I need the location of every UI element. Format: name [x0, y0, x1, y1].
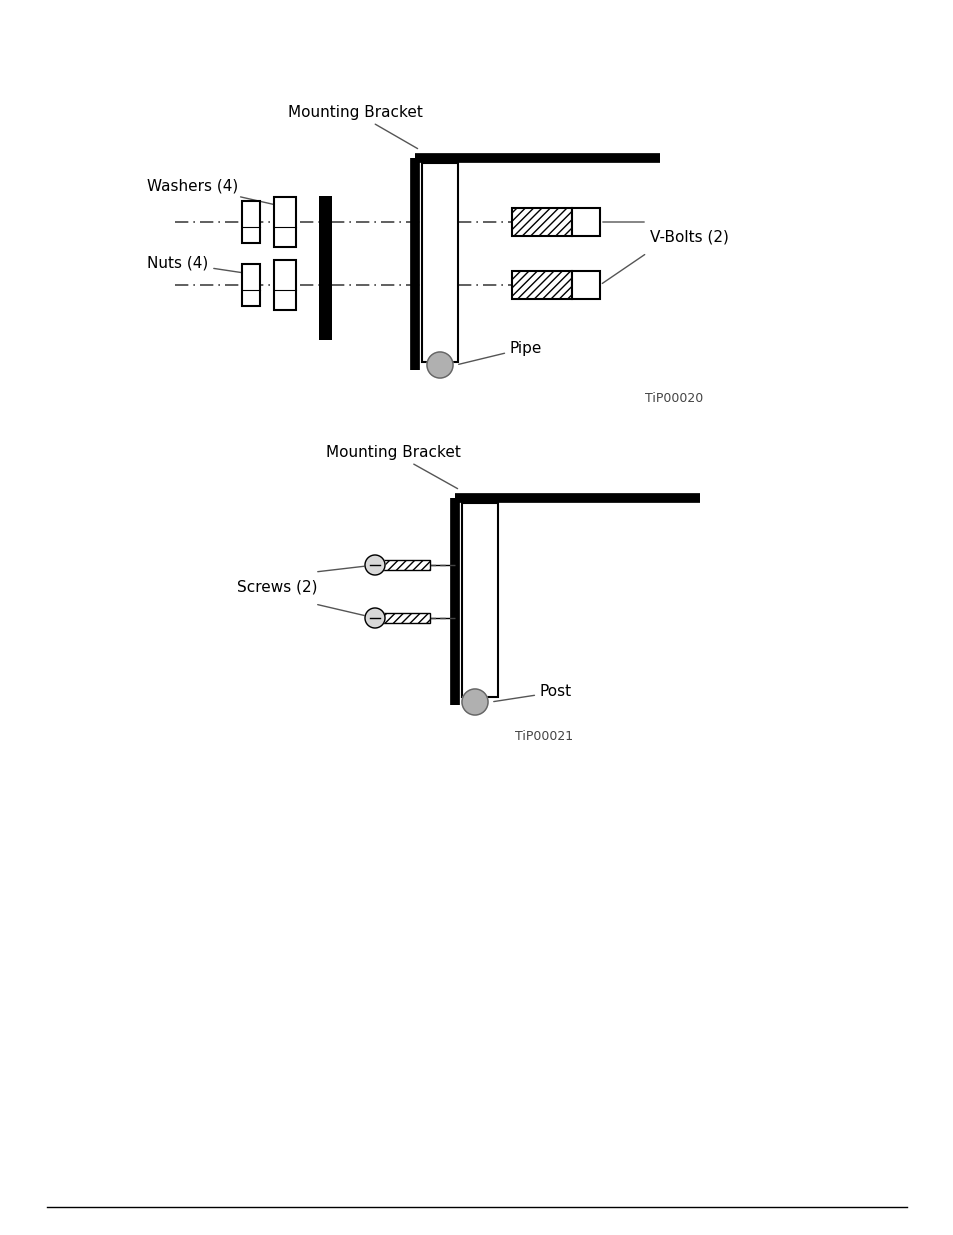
- Bar: [461, 503, 497, 697]
- Bar: [242, 201, 260, 243]
- Bar: [421, 163, 457, 362]
- Text: Screws (2): Screws (2): [236, 579, 317, 594]
- Bar: [274, 198, 295, 247]
- Bar: [242, 264, 260, 306]
- Circle shape: [427, 352, 453, 378]
- Bar: [512, 270, 572, 299]
- Circle shape: [461, 689, 488, 715]
- Bar: [381, 613, 430, 622]
- Text: TiP00021: TiP00021: [515, 730, 573, 743]
- Bar: [381, 559, 430, 571]
- Text: V-Bolts (2): V-Bolts (2): [649, 230, 728, 245]
- Circle shape: [365, 608, 385, 629]
- Text: Mounting Bracket: Mounting Bracket: [287, 105, 422, 148]
- Circle shape: [365, 555, 385, 576]
- Bar: [274, 261, 295, 310]
- Bar: [512, 207, 572, 236]
- Bar: [572, 207, 599, 236]
- Text: Mounting Bracket: Mounting Bracket: [325, 445, 460, 489]
- Text: Pipe: Pipe: [458, 341, 542, 364]
- Text: Washers (4): Washers (4): [147, 179, 282, 206]
- Bar: [572, 270, 599, 299]
- Text: Post: Post: [494, 684, 572, 701]
- Text: Nuts (4): Nuts (4): [147, 256, 248, 274]
- Bar: [318, 196, 332, 340]
- Text: TiP00020: TiP00020: [644, 391, 702, 405]
